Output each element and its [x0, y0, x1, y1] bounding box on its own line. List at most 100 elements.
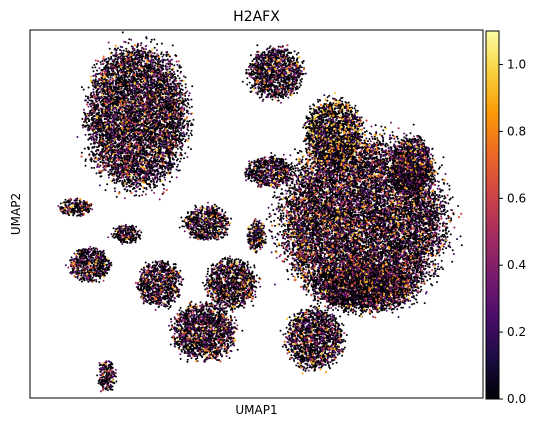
data-point	[124, 197, 126, 199]
data-point	[81, 86, 83, 88]
data-point	[133, 174, 135, 176]
data-point	[137, 49, 139, 51]
data-point	[165, 96, 167, 98]
data-point	[135, 173, 137, 175]
data-point	[153, 105, 155, 107]
data-point	[128, 42, 130, 44]
data-point	[115, 49, 117, 51]
data-point	[136, 78, 138, 80]
data-point	[90, 157, 92, 159]
data-point	[97, 81, 99, 83]
data-point	[123, 56, 125, 58]
data-point	[100, 175, 102, 177]
data-point	[140, 134, 142, 136]
data-point	[177, 164, 179, 166]
data-point	[105, 58, 107, 60]
data-point	[100, 87, 102, 89]
data-point	[144, 91, 146, 93]
data-point	[115, 169, 117, 171]
data-point	[157, 59, 159, 61]
data-point	[170, 128, 172, 130]
data-point	[93, 167, 95, 169]
data-point	[88, 120, 90, 122]
data-point	[185, 83, 187, 85]
data-point	[150, 181, 152, 183]
data-point	[125, 171, 127, 173]
data-point	[130, 192, 132, 194]
data-point	[154, 52, 156, 54]
data-point	[85, 165, 87, 167]
data-point	[126, 190, 128, 192]
data-point	[138, 195, 140, 197]
data-point	[155, 120, 157, 122]
data-point	[159, 178, 161, 180]
data-point	[96, 153, 98, 155]
data-point	[124, 145, 126, 147]
data-point	[151, 103, 153, 105]
data-point	[115, 45, 117, 47]
data-point	[170, 100, 172, 102]
data-point	[171, 176, 173, 178]
data-point	[191, 130, 193, 132]
data-point	[186, 110, 188, 112]
data-point	[162, 154, 164, 156]
data-point	[123, 157, 125, 159]
data-point	[150, 144, 152, 146]
data-point	[84, 148, 86, 150]
data-point	[155, 152, 157, 154]
data-point	[188, 138, 190, 140]
data-point	[118, 153, 120, 155]
data-point	[125, 173, 127, 175]
data-point	[167, 131, 169, 133]
data-point	[153, 192, 155, 194]
data-point	[162, 183, 164, 185]
data-point	[156, 181, 158, 183]
data-point	[134, 100, 136, 102]
data-point	[166, 154, 168, 156]
data-point	[102, 166, 104, 168]
data-point	[176, 87, 178, 89]
data-point	[187, 126, 189, 128]
data-point	[179, 169, 181, 171]
data-point	[88, 153, 90, 155]
data-point	[163, 172, 165, 174]
data-point	[130, 39, 132, 41]
data-point	[109, 78, 111, 80]
data-point	[167, 169, 169, 171]
data-point	[99, 155, 101, 157]
data-point	[156, 49, 158, 51]
data-point	[168, 103, 170, 105]
data-point	[113, 149, 115, 151]
data-point	[118, 125, 120, 127]
data-point	[146, 146, 148, 148]
data-point	[115, 149, 117, 151]
data-point	[92, 127, 94, 129]
data-point	[127, 174, 129, 176]
data-point	[136, 186, 138, 188]
data-point	[142, 164, 144, 166]
data-point	[122, 146, 124, 148]
data-point	[93, 118, 95, 120]
data-point	[105, 189, 107, 191]
data-point	[185, 139, 187, 141]
data-point	[180, 158, 182, 160]
data-point	[150, 56, 152, 58]
data-point	[143, 60, 145, 62]
data-point	[165, 59, 167, 61]
data-point	[147, 135, 149, 137]
data-point	[187, 102, 189, 104]
data-point	[141, 194, 143, 196]
data-point	[136, 184, 138, 186]
data-point	[147, 86, 149, 88]
data-point	[93, 70, 95, 72]
data-point	[103, 98, 105, 100]
data-point	[130, 63, 132, 65]
data-point	[110, 57, 112, 59]
data-point	[140, 136, 142, 138]
data-point	[183, 134, 185, 136]
data-point	[181, 102, 183, 104]
data-point	[131, 103, 133, 105]
data-point	[166, 189, 168, 191]
data-point	[91, 167, 93, 169]
data-point	[150, 41, 152, 43]
